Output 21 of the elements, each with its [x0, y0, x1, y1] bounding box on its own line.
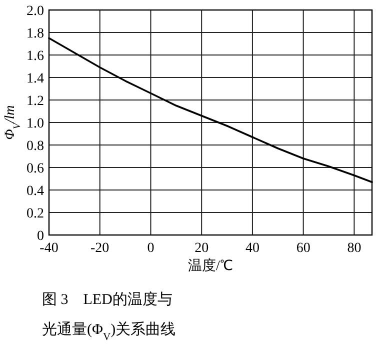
- y-tick-label: 1.4: [26, 72, 44, 86]
- y-tick-label: 0.2: [26, 206, 44, 222]
- x-tick-label: 40: [245, 241, 260, 256]
- x-tick-label: -40: [40, 241, 58, 256]
- caption: 图 3 LED的温度与: [42, 291, 172, 308]
- y-tick-label: 0.8: [26, 139, 44, 154]
- x-tick-label: 60: [296, 241, 310, 256]
- y-tick-label: 1.6: [26, 49, 44, 64]
- y-tick-label: 1.8: [26, 26, 44, 42]
- x-tick-label: 80: [347, 241, 362, 256]
- y-tick-label: 0: [37, 229, 44, 244]
- y-tick-label: 1.0: [26, 116, 44, 132]
- text: 光通量(Φ$_{V}$)关系曲线: [42, 321, 176, 342]
- x-tick-label: 0: [147, 241, 154, 256]
- x-tick-label: -20: [90, 241, 110, 256]
- y-tick-label: 1.2: [26, 94, 44, 109]
- x-axis-title: 温度/℃: [188, 258, 233, 274]
- y-tick-label: 0.4: [26, 184, 44, 199]
- y-tick-label: 2.0: [26, 4, 44, 19]
- y-tick-label: 0.6: [26, 162, 44, 176]
- x-tick-label: 20: [194, 241, 209, 256]
